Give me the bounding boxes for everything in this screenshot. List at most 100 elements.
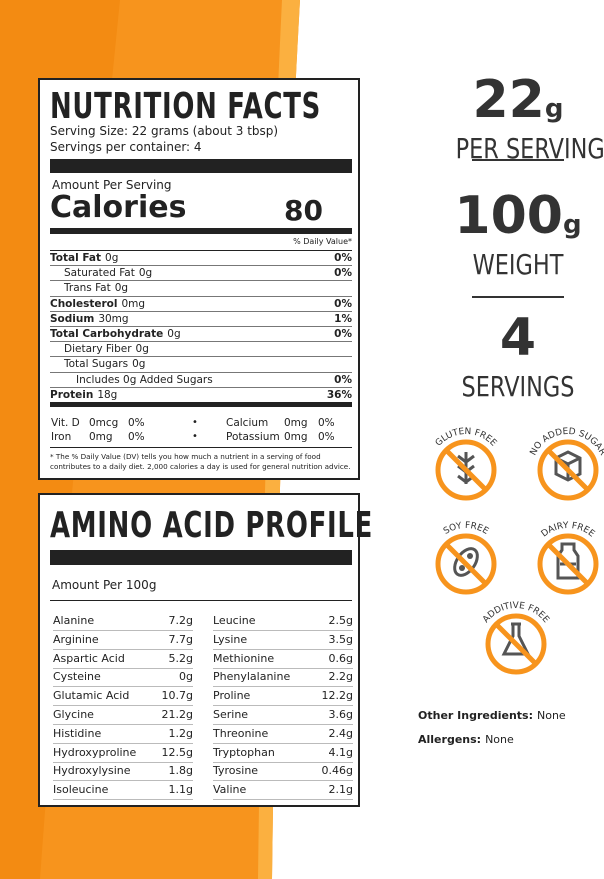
nutrient-name: Cholesterol: [50, 297, 118, 310]
amino-amount: 1.2g: [168, 726, 193, 740]
amino-name: Methionine: [213, 651, 275, 665]
amino-amount: 0g: [179, 670, 193, 684]
badge-icon: GLUTEN FREE: [434, 427, 498, 501]
amino-name: Valine: [213, 783, 247, 797]
nutrition-panel: [38, 78, 360, 480]
amino-name: Arginine: [53, 632, 99, 646]
stat-number: 22: [472, 70, 545, 130]
badge-icon: NO ADDED SUGAR: [529, 427, 604, 501]
stat-label: WEIGHT: [472, 248, 564, 281]
amino-amount: 0.6g: [328, 651, 353, 665]
thin-rule: [50, 600, 352, 601]
amino-amount: 0.46g: [321, 764, 353, 778]
nutrient-name: Saturated Fat: [64, 267, 135, 280]
amino-amount: 2.2g: [328, 670, 353, 684]
nutrient-dv: 36%: [326, 388, 352, 401]
stat-unit: g: [544, 94, 564, 124]
amino-name: Alanine: [53, 614, 95, 627]
nutrient-dv: 0%: [334, 373, 352, 386]
medium-rule: [50, 402, 352, 407]
info-label: Other Ingredients:: [418, 709, 533, 722]
amino-amount: 12.2g: [321, 689, 353, 703]
stat: 22g PER SERVING: [440, 74, 604, 164]
stat: 100g WEIGHT: [440, 190, 596, 280]
serving-size: Serving Size: 22 grams (about 3 tbsp): [50, 124, 279, 138]
amino-amount: 3.5g: [328, 632, 353, 646]
nutrient-amount: 0g: [135, 343, 149, 356]
nutrient-name: Dietary Fiber: [64, 343, 132, 356]
nutrient-dv: 0%: [334, 328, 352, 340]
amino-name: Tyrosine: [213, 764, 259, 778]
nutrient-dv: 1%: [334, 312, 352, 325]
amino-row: Tyrosine 0.46g: [213, 762, 353, 782]
amino-amount: 7.7g: [168, 632, 193, 646]
amino-amount: 2.1g: [328, 783, 353, 797]
vitamin-amount: 0mcg: [89, 417, 119, 429]
amino-row: Leucine 2.5g: [213, 612, 353, 631]
servings: Servings per container: 4: [50, 140, 202, 154]
amino-row: Serine 3.6g: [213, 706, 353, 725]
nutrient-row: Total Sugars 0g: [50, 356, 352, 372]
nutrient-row: Dietary Fiber 0g: [50, 341, 352, 357]
amino-row: Valine 2.1g: [213, 781, 353, 801]
amino-row: Arginine 7.7g: [53, 631, 193, 650]
thick-rule: [50, 550, 352, 565]
nutrient-amount: 0g: [138, 267, 153, 280]
badge: NO ADDED SUGAR: [520, 418, 604, 514]
badge-label: SOY FREE: [442, 521, 490, 537]
info-row: Other Ingredients: None: [418, 709, 566, 722]
badge-icon: SOY FREE: [435, 521, 497, 595]
vitamin-amount: 0mg: [284, 431, 308, 443]
vitamin-amount: 0mg: [89, 431, 113, 443]
amino-title: AMINO ACID PROFILE: [50, 505, 374, 546]
nutrient-amount: 0mg: [121, 297, 146, 310]
amino-row: Methionine 0.6g: [213, 650, 353, 669]
shape: [501, 622, 531, 656]
footnote: contributes to a daily diet. 2,000 calor…: [50, 462, 351, 471]
nutrient-row: Trans Fat 0g: [50, 280, 352, 296]
nutrient-row: Protein 18g 36%: [50, 386, 352, 403]
thick-rule: [50, 159, 352, 173]
badge: SOY FREE: [418, 512, 514, 608]
amino-row: Glutamic Acid 10.7g: [53, 687, 193, 707]
amino-row: Glycine 21.2g: [53, 706, 193, 725]
badge: ADDITIVE FREE: [468, 592, 564, 688]
nutrient-row: Cholesterol 0mg 0%: [50, 295, 352, 312]
nutrient-row: Total Fat 0g 0%: [50, 250, 352, 266]
amino-row: Histidine 1.2g: [53, 725, 193, 744]
amino-amount: 2.5g: [328, 614, 353, 627]
badge: GLUTEN FREE: [418, 418, 514, 514]
nutrient-amount: 30mg: [98, 312, 129, 325]
amino-name: Leucine: [213, 614, 256, 627]
amount-label: Amount Per 100g: [52, 578, 157, 592]
nutrient-name: Total Fat: [50, 252, 102, 264]
stat-number: 4: [499, 308, 537, 368]
nutrient-row: Includes 0g Added Sugars 0%: [50, 371, 352, 388]
amino-amount: 10.7g: [161, 689, 193, 703]
nutrient-amount: 0g: [132, 358, 146, 371]
amino-name: Serine: [213, 708, 249, 721]
amino-name: Aspartic Acid: [53, 651, 125, 665]
badge: DAIRY FREE: [520, 512, 604, 608]
nutrient-name: Protein: [50, 388, 94, 401]
stat-value: 100g: [440, 190, 596, 242]
shape: SOY FREE: [442, 521, 490, 537]
amino-amount: 3.6g: [328, 708, 353, 721]
shape: [459, 565, 465, 571]
bullet: •: [192, 431, 198, 442]
amino-amount: 2.4g: [328, 726, 353, 740]
vitamin-amount: 0mg: [284, 417, 308, 429]
stat: 4 SERVINGS: [440, 312, 596, 402]
nutrient-dv: 0%: [334, 297, 352, 310]
vitamin-name: Calcium: [226, 417, 269, 429]
nutrient-dv: 0%: [334, 252, 352, 264]
nutrient-dv: 0%: [334, 267, 352, 280]
amino-name: Glycine: [53, 708, 94, 721]
amino-row: Hydroxylysine 1.8g: [53, 762, 193, 782]
amino-amount: 5.2g: [168, 651, 193, 665]
amino-row: Tryptophan 4.1g: [213, 744, 353, 763]
shape: [546, 448, 590, 492]
stat-unit: g: [562, 210, 582, 240]
divider: [472, 159, 564, 161]
